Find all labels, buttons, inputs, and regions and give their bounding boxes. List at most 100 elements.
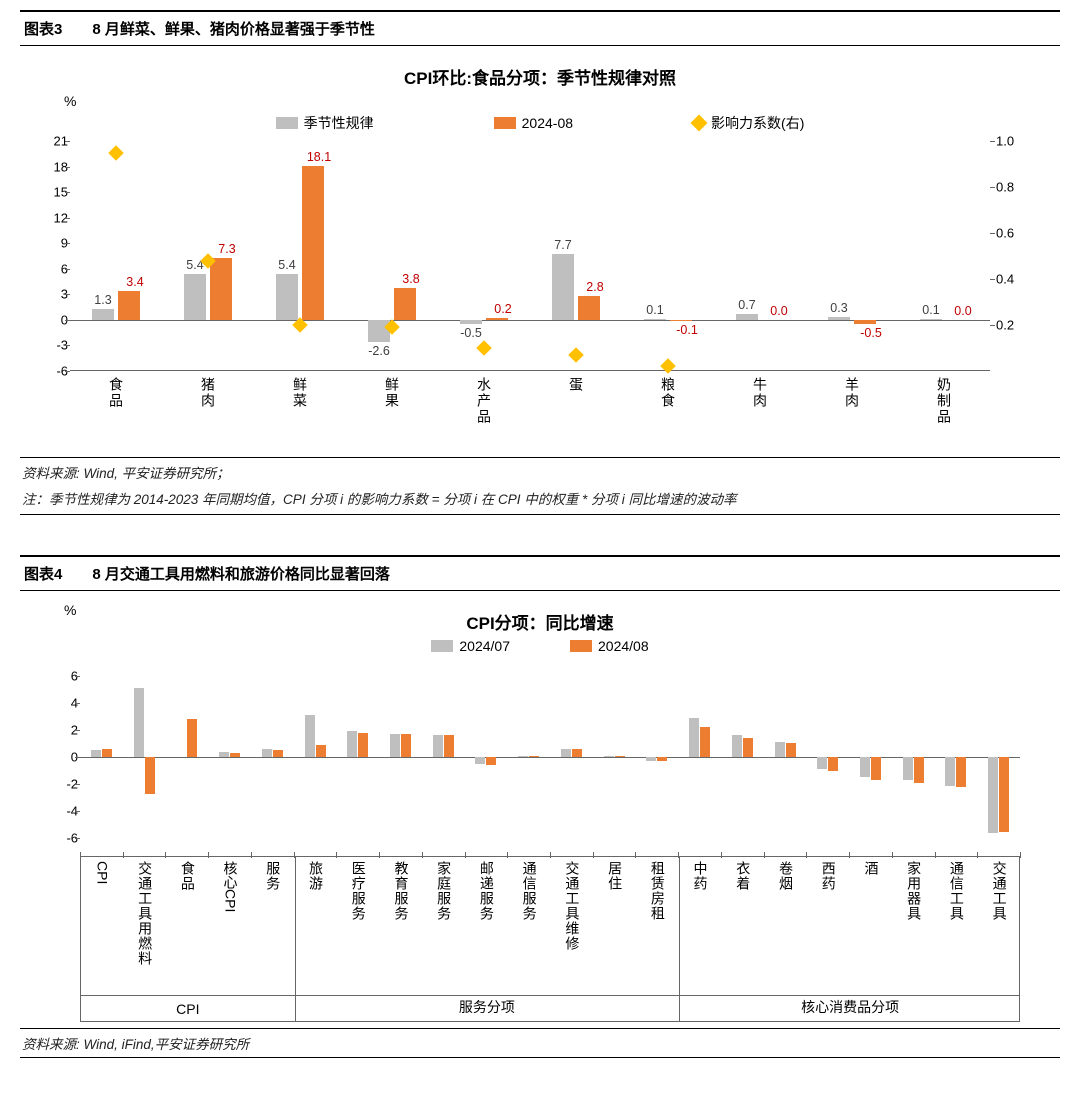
swatch-current	[494, 117, 516, 129]
bar-jul	[390, 734, 400, 757]
x-category-label: 鲜菜	[293, 377, 307, 409]
y-tick-left: -3	[28, 338, 68, 353]
figure-3: 图表3 8 月鲜菜、鲜果、猪肉价格显著强于季节性 CPI环比:食品分项：季节性规…	[20, 10, 1060, 515]
chart-3-area: CPI环比:食品分项：季节性规律对照 % 季节性规律 2024-08 影响力系数…	[20, 46, 1060, 457]
legend-seasonal-label: 季节性规律	[304, 113, 374, 133]
chart-3-x-labels: 食品猪肉鲜菜鲜果水产品蛋粮食牛肉羊肉奶制品	[70, 377, 990, 451]
value-label-seasonal: -0.5	[460, 326, 482, 340]
influence-marker	[108, 145, 124, 161]
y-tick-left: 18	[28, 159, 68, 174]
y-tick-left: 3	[28, 287, 68, 302]
bar-jul	[219, 752, 229, 757]
bar-aug	[743, 738, 753, 757]
x-category-label: 服务	[266, 861, 280, 891]
x-category-label: 酒	[864, 861, 878, 876]
chart-3-title: CPI环比:食品分项：季节性规律对照	[40, 64, 1040, 89]
legend-current-label: 2024-08	[522, 115, 573, 131]
bar-jul	[134, 688, 144, 757]
bar-seasonal	[184, 274, 206, 320]
figure-3-source: 资料来源: Wind, 平安证券研究所；	[20, 458, 1060, 486]
bar-aug	[273, 750, 283, 757]
bar-current	[118, 291, 140, 320]
bar-current	[854, 320, 876, 324]
bar-seasonal	[736, 314, 758, 320]
x-category-label: 家用器具	[907, 861, 921, 921]
y-tick-left: 2	[38, 722, 78, 737]
bar-seasonal	[276, 274, 298, 320]
bar-aug	[401, 734, 411, 757]
chart-4-legend: 2024/07 2024/08	[40, 638, 1040, 654]
figure-3-caption: 8 月鲜菜、鲜果、猪肉价格显著强于季节性	[92, 18, 375, 39]
legend-influence-label: 影响力系数(右)	[711, 113, 804, 133]
bar-current	[578, 296, 600, 320]
x-category-label: 核心CPI	[224, 861, 238, 912]
chart-4-title: CPI分项：同比增速	[40, 609, 1040, 634]
bar-jul	[433, 735, 443, 757]
bar-aug	[102, 749, 112, 757]
x-category-label: 牛肉	[753, 377, 767, 409]
bar-jul	[347, 731, 357, 757]
bar-aug	[572, 749, 582, 757]
bar-jul	[646, 757, 656, 761]
x-category-label: 教育服务	[394, 861, 408, 921]
bar-aug	[615, 756, 625, 757]
chart-3-plot: -6-3036912151821 0.20.40.60.81.0 1.33.45…	[70, 141, 1010, 451]
bar-current	[302, 166, 324, 320]
y-tick-right: 0.4	[996, 272, 1036, 287]
bar-aug	[700, 727, 710, 757]
bar-jul	[817, 757, 827, 769]
value-label-current: 7.3	[218, 242, 235, 256]
y-tick-left: -2	[38, 777, 78, 792]
y-tick-right: 0.2	[996, 318, 1036, 333]
y-tick-left: 6	[28, 261, 68, 276]
group-label: 核心消费品分项	[801, 997, 899, 1017]
y-tick-left: 0	[28, 312, 68, 327]
value-label-current: -0.1	[676, 323, 698, 337]
figure-3-note: 注：季节性规律为 2014-2023 年同期均值，CPI 分项 i 的影响力系数…	[20, 486, 1060, 515]
bar-jul	[945, 757, 955, 786]
x-category-label: 邮递服务	[480, 861, 494, 921]
x-category-label: 通信工具	[950, 861, 964, 921]
bar-jul	[475, 757, 485, 764]
y-tick-left: 9	[28, 236, 68, 251]
x-category-label: 西药	[822, 861, 836, 891]
x-category-label: 奶制品	[937, 377, 951, 425]
y-tick-left: 4	[38, 695, 78, 710]
bar-seasonal	[552, 254, 574, 320]
bar-aug	[786, 743, 796, 757]
x-category-label: 食品	[181, 861, 195, 891]
x-category-label: 粮食	[661, 377, 675, 409]
bar-jul	[262, 749, 272, 757]
chart-4-y-axis-left: -6-4-20246	[38, 662, 78, 852]
figure-4-number: 图表4	[24, 563, 62, 584]
value-label-seasonal: 0.1	[922, 303, 939, 317]
chart-3-plot-inner: -6-3036912151821 0.20.40.60.81.0 1.33.45…	[70, 141, 990, 371]
value-label-current: 3.4	[126, 275, 143, 289]
bar-current	[670, 320, 692, 321]
influence-marker	[476, 340, 492, 356]
y-tick-left: -4	[38, 804, 78, 819]
legend-aug: 2024/08	[570, 638, 649, 654]
y-tick-left: -6	[38, 831, 78, 846]
bar-jul	[860, 757, 870, 777]
bar-aug	[529, 756, 539, 757]
value-label-current: 0.2	[494, 302, 511, 316]
bar-jul	[732, 735, 742, 757]
x-category-label: 水产品	[477, 377, 491, 425]
bar-seasonal	[460, 320, 482, 324]
y-tick-left: 0	[38, 750, 78, 765]
x-category-label: 医疗服务	[352, 861, 366, 921]
bar-aug	[914, 757, 924, 783]
bar-aug	[956, 757, 966, 787]
y-tick-left: 21	[28, 134, 68, 149]
value-label-seasonal: 7.7	[554, 238, 571, 252]
x-category-label: 租赁房租	[651, 861, 665, 921]
figure-3-header: 图表3 8 月鲜菜、鲜果、猪肉价格显著强于季节性	[20, 10, 1060, 46]
value-label-seasonal: 0.7	[738, 298, 755, 312]
y-tick-right: 0.6	[996, 226, 1036, 241]
swatch-seasonal	[276, 117, 298, 129]
chart-4-plot-inner: -6-4-20246	[80, 662, 1020, 852]
y-tick-left: 12	[28, 210, 68, 225]
figure-4: 图表4 8 月交通工具用燃料和旅游价格同比显著回落 CPI分项：同比增速 202…	[20, 555, 1060, 1058]
x-category-label: 交通工具维修	[565, 861, 579, 951]
